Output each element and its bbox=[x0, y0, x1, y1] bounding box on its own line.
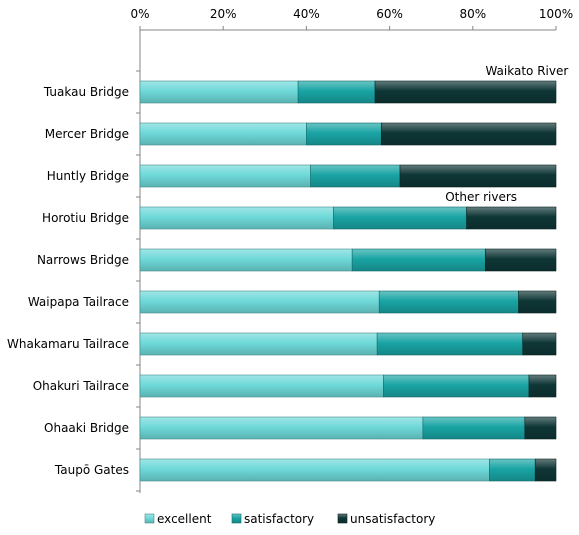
category-label: Tuakau Bridge bbox=[43, 85, 129, 99]
bar-unsatisfactory bbox=[534, 458, 557, 482]
bar-satisfactory bbox=[378, 290, 519, 314]
bar-excellent bbox=[139, 248, 353, 272]
bar-excellent bbox=[139, 458, 490, 482]
bar-unsatisfactory bbox=[484, 248, 557, 272]
bar-excellent bbox=[139, 332, 378, 356]
bar-unsatisfactory bbox=[518, 290, 557, 314]
annotation-label: Waikato River bbox=[485, 64, 568, 78]
bar-excellent bbox=[139, 122, 307, 146]
bar-satisfactory bbox=[383, 374, 530, 398]
x-tick-label: 60% bbox=[376, 7, 403, 21]
bar-unsatisfactory bbox=[524, 416, 557, 440]
bar-unsatisfactory bbox=[380, 122, 557, 146]
bar-unsatisfactory bbox=[399, 164, 557, 188]
legend-swatch-unsatisfactory bbox=[337, 513, 348, 524]
bar-satisfactory bbox=[351, 248, 486, 272]
bar-satisfactory bbox=[297, 80, 376, 104]
bar-excellent bbox=[139, 80, 299, 104]
bar-satisfactory bbox=[376, 332, 524, 356]
bar-unsatisfactory bbox=[374, 80, 557, 104]
bar-unsatisfactory bbox=[466, 206, 557, 230]
x-tick-label: 100% bbox=[539, 7, 573, 21]
bar-satisfactory bbox=[489, 458, 536, 482]
bar-excellent bbox=[139, 164, 311, 188]
bar-excellent bbox=[139, 290, 380, 314]
annotation-label: Other rivers bbox=[445, 190, 517, 204]
category-label: Whakamaru Tailrace bbox=[7, 337, 129, 351]
bar-excellent bbox=[139, 416, 424, 440]
legend-swatch-satisfactory bbox=[231, 513, 242, 524]
legend-label-satisfactory: satisfactory bbox=[244, 512, 314, 526]
x-tick-label: 0% bbox=[130, 7, 149, 21]
category-label: Taupō Gates bbox=[54, 463, 129, 477]
bar-excellent bbox=[139, 374, 384, 398]
legend-label-excellent: excellent bbox=[157, 512, 212, 526]
x-tick-label: 80% bbox=[459, 7, 486, 21]
category-label: Waipapa Tailrace bbox=[28, 295, 129, 309]
category-label: Ohakuri Tailrace bbox=[33, 379, 129, 393]
category-label: Horotiu Bridge bbox=[42, 211, 129, 225]
category-label: Mercer Bridge bbox=[45, 127, 129, 141]
category-label: Huntly Bridge bbox=[47, 169, 129, 183]
x-tick-label: 40% bbox=[293, 7, 320, 21]
bar-satisfactory bbox=[306, 122, 382, 146]
bar-satisfactory bbox=[310, 164, 401, 188]
bar-unsatisfactory bbox=[528, 374, 557, 398]
bar-unsatisfactory bbox=[522, 332, 557, 356]
legend-swatch-excellent bbox=[144, 513, 155, 524]
bar-satisfactory bbox=[422, 416, 526, 440]
category-label: Narrows Bridge bbox=[37, 253, 129, 267]
x-tick-label: 20% bbox=[210, 7, 237, 21]
legend-label-unsatisfactory: unsatisfactory bbox=[350, 512, 435, 526]
bar-satisfactory bbox=[333, 206, 467, 230]
category-label: Ohaaki Bridge bbox=[44, 421, 129, 435]
bar-excellent bbox=[139, 206, 334, 230]
